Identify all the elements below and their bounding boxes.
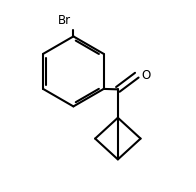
Text: O: O xyxy=(142,69,151,82)
Text: Br: Br xyxy=(57,14,71,27)
